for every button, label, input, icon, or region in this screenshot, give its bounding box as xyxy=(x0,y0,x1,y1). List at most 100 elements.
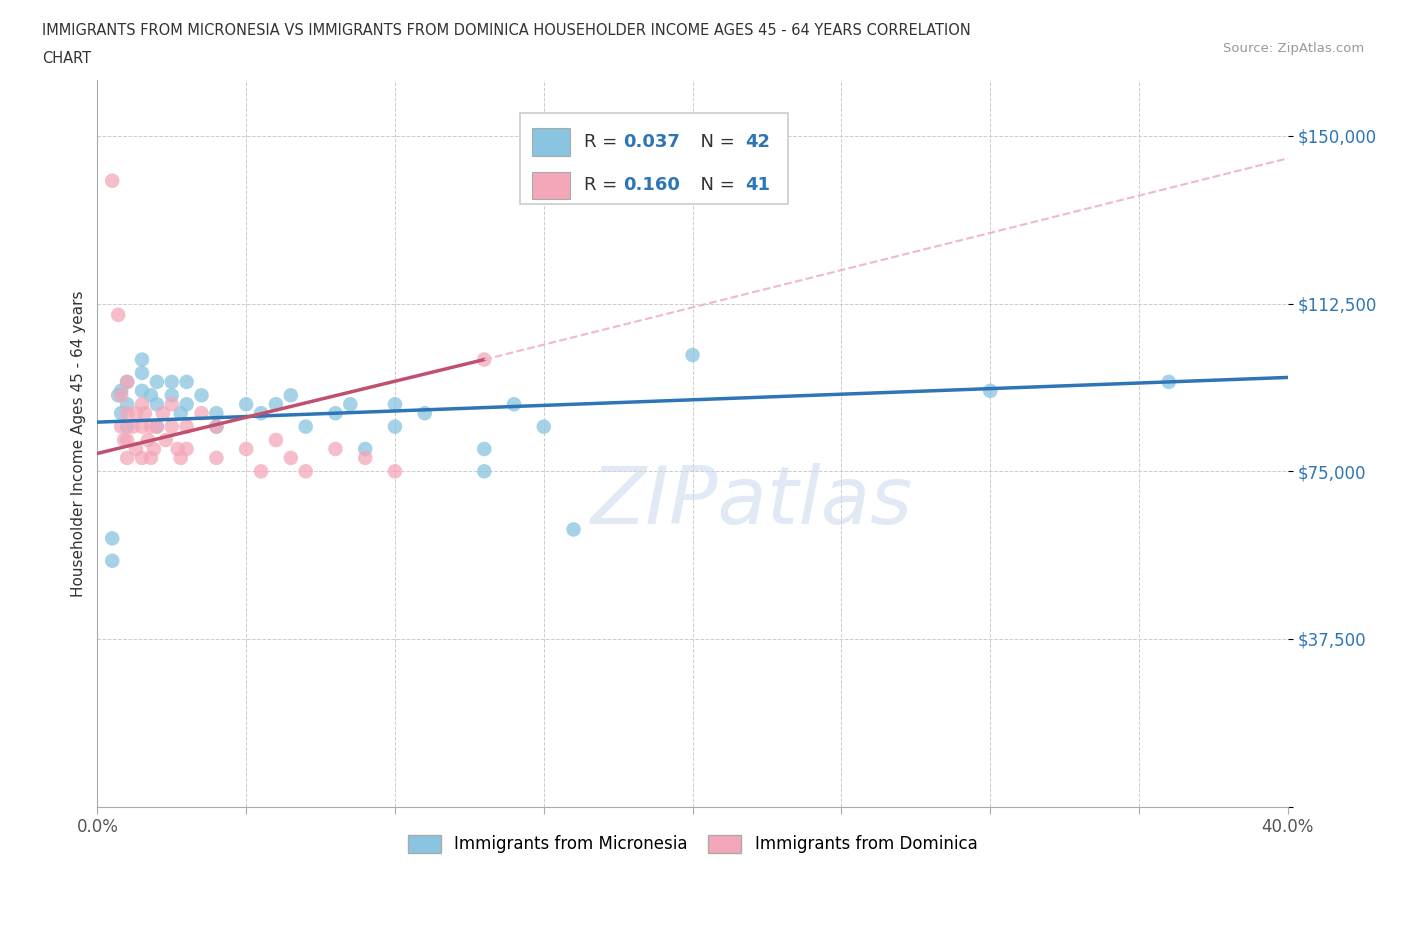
Point xyxy=(115,375,138,390)
Point xyxy=(131,383,153,398)
Point xyxy=(533,419,555,434)
Point xyxy=(250,464,273,479)
Text: ZIPatlas: ZIPatlas xyxy=(591,462,912,540)
Point xyxy=(110,405,132,420)
Point xyxy=(101,553,124,568)
Point xyxy=(101,173,124,188)
Point xyxy=(682,348,704,363)
Point xyxy=(125,442,148,457)
Point xyxy=(146,419,169,434)
Point xyxy=(125,405,148,420)
Point xyxy=(562,522,585,537)
Point xyxy=(176,397,198,412)
Text: N =: N = xyxy=(689,133,741,151)
Point xyxy=(280,450,302,465)
Point xyxy=(294,419,316,434)
Point xyxy=(264,432,287,447)
Point xyxy=(190,388,212,403)
Point xyxy=(115,375,138,390)
Point xyxy=(472,464,495,479)
Point xyxy=(205,419,228,434)
Point xyxy=(146,397,169,412)
Point xyxy=(205,450,228,465)
Point xyxy=(205,405,228,420)
Text: R =: R = xyxy=(585,177,623,194)
FancyBboxPatch shape xyxy=(531,172,569,199)
Point xyxy=(115,397,138,412)
Point xyxy=(354,450,377,465)
Point xyxy=(131,365,153,380)
Point xyxy=(384,419,406,434)
Legend: Immigrants from Micronesia, Immigrants from Dominica: Immigrants from Micronesia, Immigrants f… xyxy=(401,828,984,860)
Point xyxy=(139,419,162,434)
Point xyxy=(176,419,198,434)
Point xyxy=(160,397,183,412)
Point xyxy=(325,405,347,420)
Point xyxy=(176,375,198,390)
FancyBboxPatch shape xyxy=(531,128,569,155)
Point xyxy=(107,308,129,323)
Point xyxy=(413,405,436,420)
Point xyxy=(325,442,347,457)
Text: R =: R = xyxy=(585,133,623,151)
Point xyxy=(979,383,1001,398)
Point xyxy=(160,419,183,434)
Point xyxy=(101,531,124,546)
FancyBboxPatch shape xyxy=(520,113,787,204)
Point xyxy=(1157,375,1180,390)
Point xyxy=(131,397,153,412)
Text: Source: ZipAtlas.com: Source: ZipAtlas.com xyxy=(1223,42,1364,55)
Point xyxy=(152,405,174,420)
Point xyxy=(115,405,138,420)
Point xyxy=(354,442,377,457)
Point xyxy=(472,352,495,367)
Point xyxy=(136,432,159,447)
Point xyxy=(294,464,316,479)
Point xyxy=(131,450,153,465)
Point xyxy=(176,442,198,457)
Point xyxy=(131,419,153,434)
Point xyxy=(155,432,177,447)
Y-axis label: Householder Income Ages 45 - 64 years: Householder Income Ages 45 - 64 years xyxy=(72,290,86,597)
Point xyxy=(110,388,132,403)
Point xyxy=(235,442,257,457)
Point xyxy=(235,397,257,412)
Point xyxy=(160,375,183,390)
Text: 0.160: 0.160 xyxy=(623,177,681,194)
Point xyxy=(170,405,193,420)
Point xyxy=(112,432,135,447)
Point xyxy=(115,419,138,434)
Point xyxy=(134,405,156,420)
Point xyxy=(170,450,193,465)
Point xyxy=(139,388,162,403)
Text: IMMIGRANTS FROM MICRONESIA VS IMMIGRANTS FROM DOMINICA HOUSEHOLDER INCOME AGES 4: IMMIGRANTS FROM MICRONESIA VS IMMIGRANTS… xyxy=(42,23,972,38)
Point xyxy=(115,450,138,465)
Text: CHART: CHART xyxy=(42,51,91,66)
Text: 41: 41 xyxy=(745,177,770,194)
Point xyxy=(131,352,153,367)
Text: 42: 42 xyxy=(745,133,770,151)
Point xyxy=(384,464,406,479)
Point xyxy=(146,375,169,390)
Point xyxy=(160,388,183,403)
Point xyxy=(503,397,526,412)
Point xyxy=(280,388,302,403)
Text: N =: N = xyxy=(689,177,741,194)
Point xyxy=(205,419,228,434)
Point xyxy=(190,405,212,420)
Point xyxy=(472,442,495,457)
Point xyxy=(142,442,165,457)
Point xyxy=(110,383,132,398)
Point xyxy=(139,450,162,465)
Point xyxy=(264,397,287,412)
Point xyxy=(166,442,188,457)
Point xyxy=(250,405,273,420)
Text: 0.037: 0.037 xyxy=(623,133,681,151)
Point xyxy=(107,388,129,403)
Point xyxy=(115,432,138,447)
Point xyxy=(339,397,361,412)
Point xyxy=(146,419,169,434)
Point xyxy=(384,397,406,412)
Point xyxy=(122,419,145,434)
Point xyxy=(110,419,132,434)
